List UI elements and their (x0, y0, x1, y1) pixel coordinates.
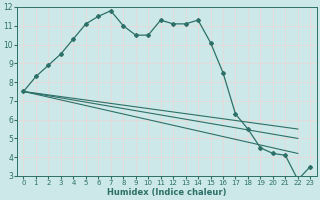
X-axis label: Humidex (Indice chaleur): Humidex (Indice chaleur) (107, 188, 227, 197)
